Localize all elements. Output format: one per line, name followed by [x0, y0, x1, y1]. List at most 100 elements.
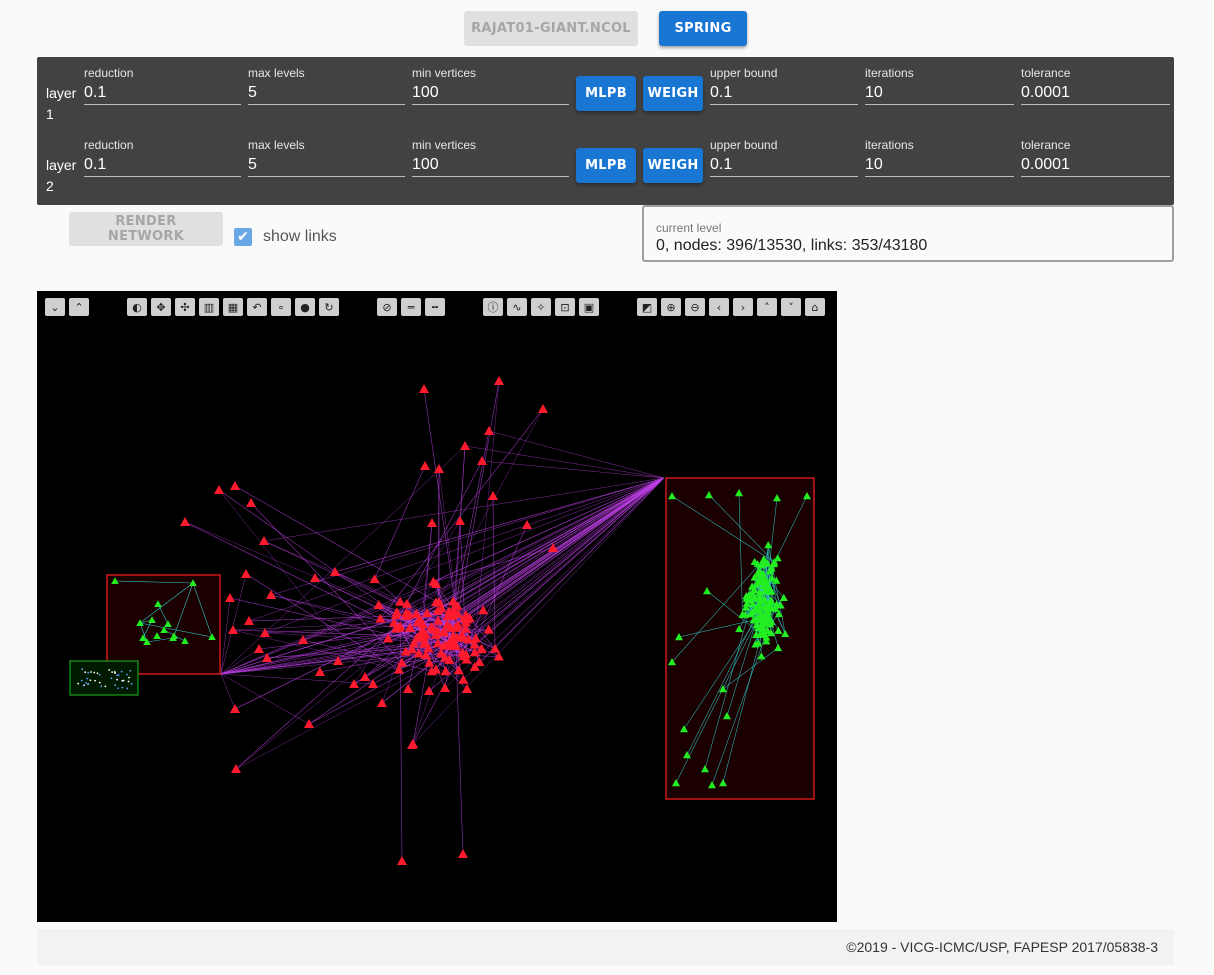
min-vertices-input[interactable]: [412, 154, 569, 176]
network-node: [668, 492, 676, 500]
upper-bound-input[interactable]: [710, 154, 858, 176]
hide-icon[interactable]: ⊘: [377, 298, 397, 316]
network-node: [260, 628, 270, 637]
links-icon[interactable]: ═: [401, 298, 421, 316]
network-node: [111, 577, 119, 585]
network-link: [220, 597, 231, 675]
show-links-checkbox[interactable]: ✔: [234, 228, 252, 246]
network-node: [246, 498, 256, 507]
select-box-icon[interactable]: ⊡: [555, 298, 575, 316]
layer-1-mlpb-button[interactable]: MLPB: [576, 76, 636, 111]
network-node: [391, 623, 402, 633]
info-icon[interactable]: ⓘ: [483, 298, 503, 316]
network-node: [460, 617, 471, 627]
spring-button[interactable]: SPRING: [659, 11, 747, 46]
home-icon[interactable]: ⌂: [805, 298, 825, 316]
rotate-icon[interactable]: ↻: [319, 298, 339, 316]
path-icon[interactable]: ∿: [507, 298, 527, 316]
network-node: [405, 622, 416, 632]
layer-2-mlpb-button[interactable]: MLPB: [576, 148, 636, 183]
network-node: [494, 376, 504, 385]
network-link: [234, 485, 459, 615]
network-node: [154, 600, 162, 608]
max-levels-input[interactable]: [248, 82, 405, 104]
network-link: [266, 643, 425, 659]
reduction-input[interactable]: [84, 82, 241, 104]
iterations-input[interactable]: [865, 154, 1014, 176]
file-button[interactable]: RAJAT01-GIANT.NCOL: [464, 11, 638, 46]
reduction-input[interactable]: [84, 154, 241, 176]
network-node: [763, 627, 772, 635]
network-node: [764, 541, 773, 549]
network-link: [457, 380, 500, 615]
network-link: [683, 618, 758, 730]
network-node: [427, 518, 437, 527]
network-link: [678, 619, 754, 638]
network-link: [381, 477, 665, 704]
network-node-small: [89, 679, 92, 682]
network-node: [762, 633, 771, 641]
network-node: [225, 593, 235, 602]
select-all-icon[interactable]: ▣: [579, 298, 599, 316]
paint-bucket-icon[interactable]: ◩: [637, 298, 657, 316]
network-link: [671, 559, 765, 663]
tolerance-input[interactable]: [1021, 82, 1170, 104]
network-node-small: [128, 676, 130, 679]
network-link: [220, 573, 247, 675]
node-size-small-icon[interactable]: ∘: [271, 298, 291, 316]
network-node-small: [113, 671, 116, 673]
network-graph[interactable]: [37, 291, 837, 922]
upper-bound-input[interactable]: [710, 82, 858, 104]
layer-1-weigh-button[interactable]: WEIGH: [643, 76, 703, 111]
network-link: [401, 654, 466, 663]
input-underline: [412, 104, 569, 105]
layer-2-weigh-button[interactable]: WEIGH: [643, 148, 703, 183]
histogram-icon[interactable]: ▥: [199, 298, 219, 316]
network-node-small: [80, 679, 83, 682]
nodes-icon[interactable]: ✣: [175, 298, 195, 316]
links-dashed-icon[interactable]: ╍: [425, 298, 445, 316]
network-node-small: [117, 674, 120, 677]
network-node: [266, 590, 276, 599]
pan-left-icon[interactable]: ‹: [709, 298, 729, 316]
pan-down-icon[interactable]: ˅: [781, 298, 801, 316]
min-vertices-input[interactable]: [412, 82, 569, 104]
network-node: [148, 616, 156, 624]
zoom-out-icon[interactable]: ⊖: [685, 298, 705, 316]
network-visualization[interactable]: ⌄ ⌃ ◐ ✥ ✣ ▥ ▦ ↶ ∘ ● ↻ ⊘ ═ ╍ ⓘ ∿ ✧ ⊡ ▣ ◩ ⊕ ⊖ ‹ › ˄ ˅ ⌂: [37, 291, 837, 922]
network-link: [235, 657, 446, 770]
tolerance-label: tolerance: [1021, 66, 1071, 80]
zoom-in-icon[interactable]: ⊕: [661, 298, 681, 316]
network-link: [157, 603, 169, 625]
network-node: [774, 609, 783, 618]
network-node: [230, 704, 240, 713]
network-node: [752, 580, 761, 588]
collapse-icon[interactable]: ⌄: [45, 298, 65, 316]
pan-right-icon[interactable]: ›: [733, 298, 753, 316]
iterations-input[interactable]: [865, 82, 1014, 104]
histogram-alt-icon[interactable]: ▦: [223, 298, 243, 316]
contrast-icon[interactable]: ◐: [127, 298, 147, 316]
network-link: [433, 477, 665, 582]
reduction-label: reduction: [84, 66, 134, 80]
network-node: [469, 639, 480, 649]
parameters-panel: layer 1 reduction max levels min vertice…: [37, 57, 1174, 205]
tolerance-input[interactable]: [1021, 154, 1170, 176]
network-node: [755, 606, 764, 614]
network-node: [668, 658, 676, 666]
node-size-large-icon[interactable]: ●: [295, 298, 315, 316]
move-icon[interactable]: ✥: [151, 298, 171, 316]
pan-up-icon[interactable]: ˄: [757, 298, 777, 316]
expand-icon[interactable]: ⌃: [69, 298, 89, 316]
render-network-button[interactable]: RENDER NETWORK: [69, 212, 223, 246]
max-levels-input[interactable]: [248, 154, 405, 176]
show-links-toggle[interactable]: ✔ show links: [234, 228, 337, 246]
network-node-small: [117, 687, 119, 690]
network-link: [465, 477, 665, 616]
network-node: [452, 632, 463, 642]
network-node: [436, 603, 447, 613]
compass-icon[interactable]: ✧: [531, 298, 551, 316]
input-underline: [84, 176, 241, 177]
undo-icon[interactable]: ↶: [247, 298, 267, 316]
network-node: [424, 657, 435, 667]
